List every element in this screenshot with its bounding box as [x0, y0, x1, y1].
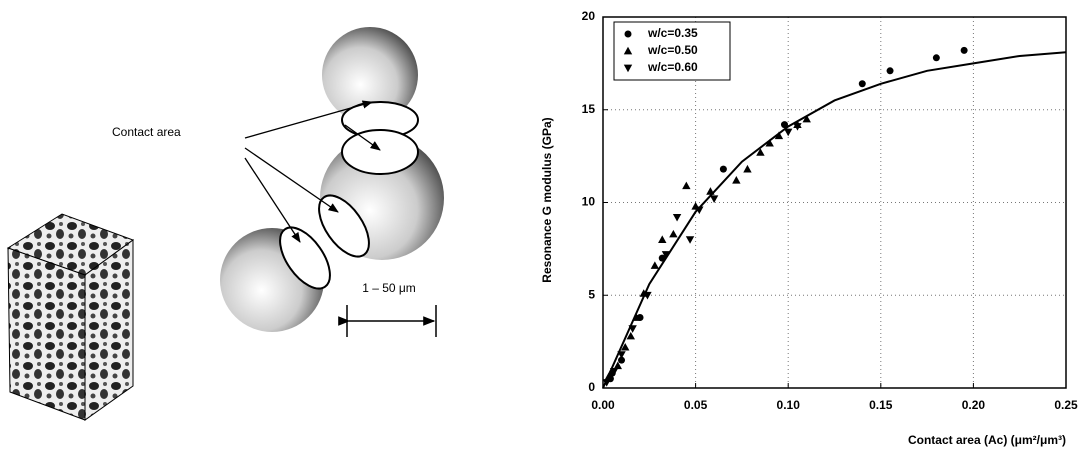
- point: [626, 331, 635, 340]
- x-tick-label: 0.20: [962, 398, 986, 412]
- point: [658, 254, 666, 262]
- point: [609, 367, 619, 376]
- point: [802, 114, 811, 123]
- cube-side: [84, 239, 134, 421]
- contact-area-label: Contact area: [112, 125, 181, 139]
- y-tick-label: 10: [582, 195, 596, 209]
- chart: Resonance G modulus (GPa) Contact area (…: [540, 9, 1078, 447]
- legend-symbol: [623, 46, 633, 55]
- x-tick-label: 0.15: [869, 398, 893, 412]
- cube-front: [7, 247, 86, 421]
- point: [732, 176, 741, 184]
- legend-box: [613, 21, 731, 81]
- arrow: [344, 124, 381, 151]
- point: [643, 291, 652, 300]
- y-tick-label: 5: [588, 287, 595, 301]
- point: [960, 46, 968, 54]
- x-tick-label: 0.10: [777, 398, 801, 412]
- legend-symbol: [624, 30, 632, 38]
- sphere: [322, 27, 418, 123]
- point: [672, 213, 682, 222]
- point: [650, 261, 660, 269]
- point: [604, 372, 613, 381]
- point: [621, 342, 630, 351]
- x-axis-title: Contact area (Ac) (μm²/μm³): [908, 433, 1066, 447]
- point: [602, 379, 611, 387]
- arrow: [244, 100, 374, 139]
- point: [685, 236, 695, 244]
- point: [719, 165, 727, 173]
- legend-label: w/c=0.60: [647, 60, 698, 74]
- fit-curve: [602, 51, 1067, 389]
- point: [743, 164, 752, 173]
- y-axis-title: Resonance G modulus (GPa): [540, 117, 554, 282]
- legend-label: w/c=0.50: [647, 43, 698, 57]
- x-tick-label: 0.00: [591, 398, 615, 412]
- point: [774, 131, 784, 140]
- arrow: [244, 147, 339, 213]
- y-tick-label: 15: [582, 102, 596, 116]
- point: [709, 195, 719, 203]
- point: [793, 123, 802, 131]
- point: [706, 187, 715, 195]
- point: [858, 80, 866, 88]
- point: [682, 181, 691, 190]
- plot-frame: [602, 16, 1067, 389]
- point: [886, 67, 894, 75]
- point: [695, 206, 704, 215]
- point: [932, 54, 940, 62]
- legend-label: w/c=0.35: [647, 26, 698, 40]
- point: [628, 325, 637, 333]
- y-tick-label: 0: [588, 380, 595, 394]
- point: [658, 235, 667, 243]
- scale-label: 1 – 50 μm: [362, 281, 416, 295]
- y-tick-label: 20: [582, 9, 596, 23]
- point: [632, 313, 641, 321]
- contact-ellipse: [341, 129, 419, 175]
- point: [765, 138, 774, 147]
- point: [618, 356, 626, 364]
- point: [784, 128, 793, 137]
- arrow: [244, 157, 301, 243]
- point: [780, 121, 788, 129]
- point: [613, 361, 623, 370]
- x-tick-label: 0.05: [684, 398, 708, 412]
- point: [756, 148, 765, 156]
- x-tick-label: 0.25: [1054, 398, 1078, 412]
- point: [661, 251, 671, 259]
- point: [617, 351, 626, 359]
- point: [669, 229, 678, 238]
- illustration: Contact area 1 – 50 μm: [6, 27, 444, 421]
- legend-symbol: [623, 64, 633, 73]
